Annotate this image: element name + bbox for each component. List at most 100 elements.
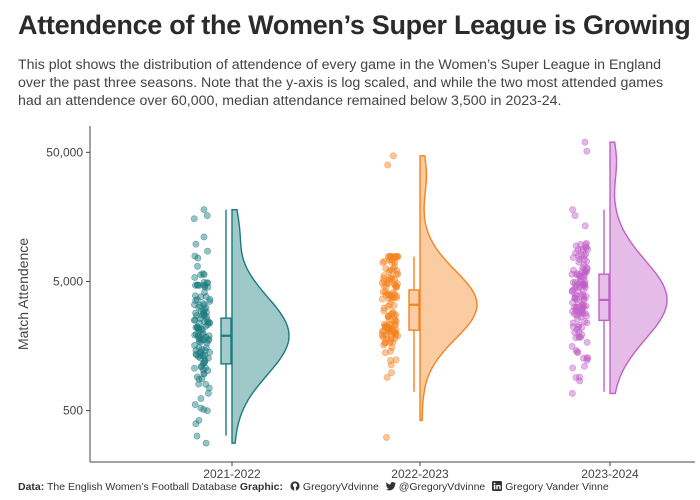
density-half-violin	[231, 208, 290, 444]
data-point	[191, 274, 199, 281]
data-point	[387, 361, 395, 369]
data-point	[378, 295, 386, 303]
data-point	[581, 362, 588, 370]
caption-github[interactable]: GregoryVdvinne	[302, 481, 379, 493]
data-point	[393, 267, 401, 274]
data-point	[384, 253, 392, 260]
caption-graphic-label: Graphic:	[239, 481, 283, 493]
data-point	[200, 206, 208, 214]
data-point	[388, 344, 396, 351]
data-point	[190, 316, 198, 324]
data-point	[583, 338, 591, 346]
data-point	[569, 319, 577, 327]
data-point	[576, 373, 583, 381]
data-point	[388, 258, 395, 266]
data-point	[575, 328, 583, 336]
caption: Data: The English Women’s Football Datab…	[18, 481, 609, 493]
data-point	[577, 240, 584, 248]
data-point	[191, 401, 199, 408]
data-point	[386, 339, 394, 346]
data-point	[575, 321, 583, 329]
y-tick-label: 5,000	[53, 274, 83, 288]
data-point	[206, 298, 214, 305]
data-point	[580, 302, 588, 310]
data-point	[380, 320, 388, 328]
data-point	[191, 301, 198, 309]
data-point	[201, 289, 208, 296]
density-half-violin	[609, 141, 668, 395]
data-point	[390, 302, 398, 309]
data-point	[194, 262, 201, 270]
twitter-icon	[385, 482, 396, 491]
data-point	[388, 369, 395, 377]
y-tick-label: 500	[63, 404, 83, 418]
data-point	[192, 309, 200, 317]
box	[220, 317, 232, 365]
data-point	[381, 349, 389, 357]
data-point	[577, 281, 585, 288]
y-axis-label: Match Attendence	[15, 238, 31, 350]
data-point	[391, 276, 399, 284]
data-point	[192, 420, 200, 428]
data-point	[388, 266, 396, 274]
x-tick-label: 2021-2022	[203, 467, 261, 478]
data-point	[576, 377, 584, 385]
chart-subtitle: This plot shows the distribution of atte…	[18, 57, 664, 109]
caption-linkedin[interactable]: Gregory Vander Vinne	[505, 481, 609, 493]
data-point	[572, 281, 579, 289]
data-point	[580, 354, 587, 362]
data-point	[205, 384, 213, 392]
data-point	[577, 334, 585, 341]
data-point	[583, 312, 591, 320]
data-point	[573, 270, 581, 278]
data-point	[195, 380, 203, 388]
data-point	[194, 353, 202, 360]
data-point	[568, 389, 576, 397]
data-point	[569, 206, 576, 214]
data-point	[379, 333, 387, 341]
data-point	[568, 343, 576, 350]
data-point	[204, 389, 212, 397]
data-point	[200, 359, 208, 367]
data-point	[387, 274, 395, 281]
data-point	[579, 287, 587, 294]
data-point	[580, 296, 588, 304]
data-point	[202, 439, 210, 447]
caption-twitter[interactable]: @GregoryVdvinne	[398, 481, 486, 493]
box	[598, 273, 610, 322]
data-point	[571, 279, 579, 286]
data-point	[204, 407, 211, 415]
data-point	[579, 264, 587, 272]
box	[408, 289, 420, 331]
data-point	[386, 266, 394, 274]
data-point	[581, 138, 589, 146]
data-point	[572, 242, 580, 250]
data-point	[381, 288, 389, 296]
data-point	[583, 243, 590, 251]
data-point	[383, 434, 390, 441]
x-tick-label: 2022-2023	[391, 467, 449, 478]
caption-data-label: Data:	[18, 481, 45, 493]
raincloud-chart: Match Attendence 500 5,000 50,000 2021-202…	[15, 126, 695, 478]
data-point	[191, 364, 198, 372]
data-point	[572, 374, 580, 381]
data-point	[205, 332, 213, 340]
data-point	[192, 330, 200, 338]
data-point	[580, 252, 588, 260]
data-point	[383, 374, 391, 381]
data-point	[202, 293, 210, 300]
data-point	[196, 302, 204, 310]
data-point	[200, 233, 208, 241]
data-point	[193, 432, 201, 440]
data-point	[393, 292, 400, 300]
data-point	[380, 272, 388, 280]
data-point	[200, 370, 208, 378]
data-point	[191, 252, 199, 260]
data-point	[572, 347, 580, 354]
caption-data-source: The English Women’s Football Database	[47, 481, 237, 493]
data-point	[580, 293, 587, 301]
data-point	[381, 257, 388, 265]
data-point	[392, 356, 400, 364]
chart-marks	[190, 138, 668, 447]
data-point	[583, 147, 591, 155]
